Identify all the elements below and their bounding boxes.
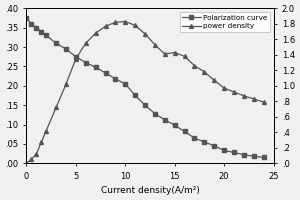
power density: [54, 106, 58, 109]
power density: [84, 42, 88, 44]
Polarization curve: [114, 78, 117, 80]
Polarization curve: [143, 104, 147, 106]
Polarization curve: [104, 72, 107, 74]
Polarization curve: [84, 61, 88, 64]
Polarization curve: [173, 124, 176, 127]
power density: [114, 21, 117, 24]
power density: [252, 98, 256, 100]
power density: [134, 24, 137, 27]
power density: [222, 87, 226, 89]
power density: [40, 141, 43, 144]
Polarization curve: [252, 155, 256, 157]
power density: [242, 95, 246, 97]
Polarization curve: [34, 27, 38, 29]
power density: [34, 153, 38, 155]
Polarization curve: [193, 137, 196, 139]
power density: [183, 55, 186, 58]
power density: [44, 130, 48, 132]
power density: [212, 79, 216, 82]
power density: [94, 32, 98, 34]
power density: [173, 51, 176, 54]
power density: [153, 44, 157, 46]
Polarization curve: [40, 30, 43, 33]
Polarization curve: [222, 149, 226, 152]
Polarization curve: [232, 151, 236, 154]
power density: [104, 25, 107, 27]
Polarization curve: [64, 48, 68, 50]
Polarization curve: [212, 145, 216, 147]
Legend: Polarization curve, power density: Polarization curve, power density: [180, 12, 270, 32]
Polarization curve: [242, 154, 246, 156]
power density: [25, 162, 28, 164]
power density: [74, 58, 78, 60]
Line: power density: power density: [25, 20, 266, 165]
power density: [143, 33, 147, 35]
X-axis label: Current density(A/m²): Current density(A/m²): [100, 186, 200, 195]
power density: [232, 91, 236, 93]
Polarization curve: [44, 34, 48, 37]
Polarization curve: [153, 112, 157, 115]
Polarization curve: [54, 42, 58, 44]
Polarization curve: [25, 17, 28, 19]
Polarization curve: [30, 23, 33, 25]
Polarization curve: [94, 66, 98, 68]
Polarization curve: [134, 94, 137, 97]
power density: [124, 20, 127, 23]
power density: [193, 64, 196, 67]
Polarization curve: [163, 119, 166, 121]
Polarization curve: [183, 130, 186, 133]
power density: [262, 101, 266, 103]
power density: [64, 83, 68, 85]
Polarization curve: [74, 56, 78, 58]
power density: [202, 71, 206, 73]
Polarization curve: [202, 141, 206, 143]
Polarization curve: [262, 156, 266, 159]
Polarization curve: [124, 83, 127, 85]
power density: [163, 53, 166, 55]
power density: [30, 158, 33, 161]
Line: Polarization curve: Polarization curve: [25, 16, 266, 159]
